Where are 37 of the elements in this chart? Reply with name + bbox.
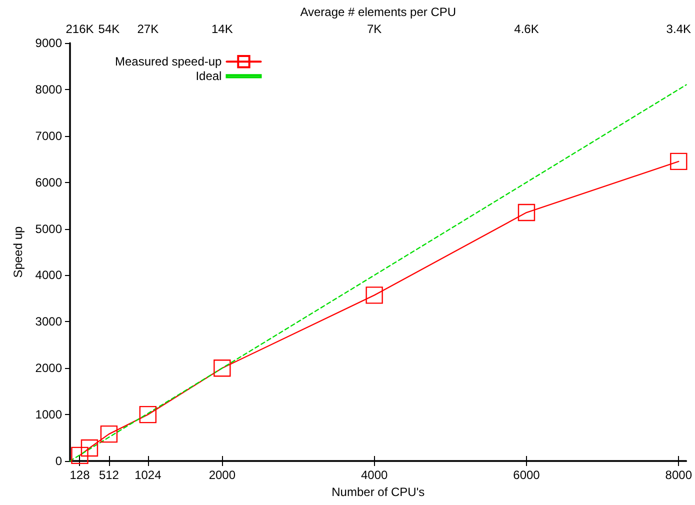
point xyxy=(518,204,536,222)
point xyxy=(214,360,231,377)
point xyxy=(139,406,157,424)
text: 54K xyxy=(98,22,120,36)
text: 14K xyxy=(211,22,233,36)
text: 7K xyxy=(366,22,382,36)
text: 27K xyxy=(137,22,159,36)
y-tick-label: 4000 xyxy=(35,268,62,282)
x-tick-label: 1024 xyxy=(134,468,162,482)
x-tick-label: 6000 xyxy=(513,468,540,482)
x-axis-title: Number of CPU's xyxy=(332,484,425,499)
x-tick-label: 4000 xyxy=(360,468,388,482)
legend-label: Ideal xyxy=(196,69,222,84)
text: 216K xyxy=(66,22,94,36)
y-tick-label: 1000 xyxy=(35,408,62,422)
y-tick-label: 5000 xyxy=(35,222,62,236)
text: 4.6K xyxy=(514,22,539,36)
y-tick-label: 2000 xyxy=(35,361,62,376)
x-tick-label: 8000 xyxy=(665,468,692,482)
y-tick-label: 0 xyxy=(55,454,62,468)
text: 3.4K xyxy=(666,22,691,36)
x-tick-label: 2000 xyxy=(208,468,236,482)
y-tick-label: 6000 xyxy=(35,175,62,190)
point xyxy=(670,152,688,170)
point xyxy=(80,439,98,457)
x-tick-label: 128 xyxy=(70,468,90,482)
point xyxy=(71,446,88,464)
legend-label: Measured speed-up xyxy=(115,54,222,69)
y-tick-label: 9000 xyxy=(35,36,62,50)
y-tick-label: 8000 xyxy=(35,82,62,96)
point xyxy=(100,425,118,443)
x-tick-label: 512 xyxy=(98,468,120,482)
y-tick-label: 3000 xyxy=(35,314,62,329)
point xyxy=(366,286,383,304)
y-tick-label: 7000 xyxy=(35,128,62,143)
y-axis-title: Speed up xyxy=(11,226,25,278)
x2-axis-title: Average # elements per CPU xyxy=(300,5,456,20)
